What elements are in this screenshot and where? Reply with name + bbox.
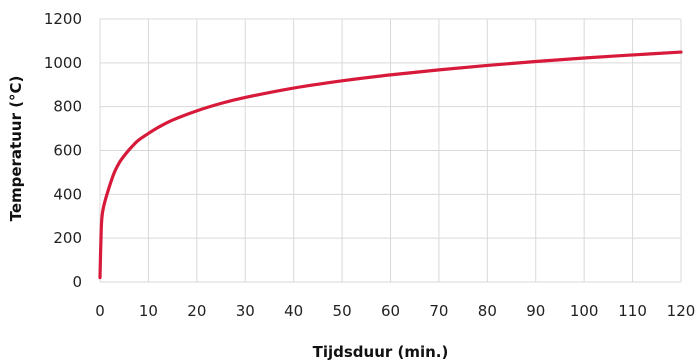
x-tick-label: 30: [236, 302, 255, 320]
series-line: [98, 50, 683, 280]
x-tick-label: 20: [187, 302, 206, 320]
y-tick-label: 0: [72, 273, 82, 291]
y-axis-title: Temperatuur (°C): [7, 76, 25, 222]
y-tick-label: 400: [53, 185, 82, 203]
axes: 0 10 20 30 40 50 60 70 80 90 100 110 120020040060080…: [44, 10, 695, 320]
x-tick-label: 110: [618, 302, 647, 320]
x-tick-label: 70: [429, 302, 448, 320]
x-axis-title: Tijdsduur (min.): [313, 343, 449, 361]
y-tick-label: 1200: [44, 10, 82, 28]
x-tick-label: 60: [381, 302, 400, 320]
y-tick-label: 1000: [44, 54, 82, 72]
y-tick-label: 800: [53, 98, 82, 116]
x-tick-label: 100: [570, 302, 599, 320]
x-tick-label: 10: [139, 302, 158, 320]
x-tick-label: 0: [95, 302, 105, 320]
y-tick-label: 600: [53, 142, 82, 160]
x-tick-label: 120: [667, 302, 695, 320]
series-layer: [98, 50, 683, 280]
x-tick-label: 90: [526, 302, 545, 320]
x-tick-label: 50: [333, 302, 352, 320]
x-tick-label: 80: [478, 302, 497, 320]
y-tick-label: 200: [53, 229, 82, 247]
x-tick-label: 40: [284, 302, 303, 320]
grid: [99, 18, 682, 283]
